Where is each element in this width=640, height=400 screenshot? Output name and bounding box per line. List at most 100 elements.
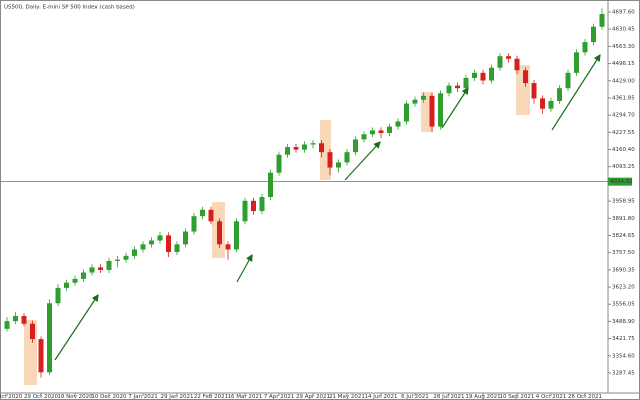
y-tick-label: 3757.50: [612, 250, 635, 256]
candle-body: [98, 267, 103, 270]
highlight-box: [320, 120, 331, 180]
candle-body: [506, 56, 511, 59]
arrow: [551, 53, 601, 131]
x-tick-label: 7 Jan 2021: [128, 394, 157, 400]
candle-body: [234, 221, 239, 250]
candle-body: [174, 244, 180, 253]
candle-body: [523, 70, 528, 84]
candle-body: [395, 121, 401, 127]
y-tick-label: 4563.30: [612, 44, 635, 50]
x-tick-label: 14 Jun 2021: [364, 394, 397, 400]
candle-body: [387, 126, 392, 133]
arrows: [54, 53, 601, 361]
candle-body: [514, 58, 520, 71]
candle-body: [64, 282, 69, 288]
candle-body: [132, 249, 137, 256]
y-tick-label: 3891.80: [612, 216, 635, 222]
x-tick-label: 7 Apr 2021: [264, 394, 295, 400]
candle-body: [123, 255, 129, 260]
candle-body: [310, 143, 316, 145]
candle-body: [540, 98, 545, 109]
arrow: [54, 293, 99, 361]
candle-body: [455, 85, 460, 89]
candle-body: [361, 134, 367, 140]
x-tick-label: 29 Oct 2020: [24, 394, 59, 400]
candle-body: [183, 231, 188, 245]
candle-body: [268, 172, 273, 197]
y-tick-label: 3354.60: [612, 353, 635, 359]
y-tick-label: 3690.35: [612, 267, 635, 273]
y-tick-label: 4361.85: [612, 95, 635, 101]
y-tick-label: 4294.70: [612, 113, 635, 119]
y-tick-label: 4496.15: [612, 61, 635, 67]
candle-body: [115, 259, 120, 261]
x-tick-label: 19 Aug 2021: [465, 394, 500, 400]
candle-body: [217, 221, 222, 245]
y-tick-label: 3287.45: [612, 370, 635, 376]
x-tick-label: 10 Sep 2021: [500, 394, 535, 400]
candle-body: [30, 323, 35, 340]
y-tick-label: 3958.95: [612, 199, 635, 205]
candle-body: [72, 278, 78, 283]
candle-body: [463, 77, 469, 89]
arrow: [344, 141, 381, 181]
y-tick-label: 4160.40: [612, 147, 635, 153]
candle-body: [4, 321, 10, 329]
candle-body: [404, 103, 409, 122]
candle-body: [599, 13, 605, 27]
candle-body: [531, 83, 537, 99]
x-tick-label: 26 Oct 2021: [568, 394, 602, 400]
candle-body: [353, 139, 358, 153]
candle-body: [225, 244, 231, 250]
plot: [4, 8, 605, 378]
x-tick-label: 18 Nov 2020: [57, 394, 93, 400]
candle-body: [55, 287, 61, 304]
candle-body: [412, 99, 418, 104]
candle-body: [497, 56, 503, 68]
candle-body: [38, 339, 44, 373]
candle-body: [327, 152, 333, 168]
level-label: 4034.92: [610, 179, 633, 185]
y-tick-label: 4697.60: [612, 10, 635, 16]
candle-body: [285, 147, 290, 155]
candle-body: [421, 95, 426, 100]
y-tick-label: 4630.45: [612, 27, 635, 33]
candle-body: [81, 272, 86, 279]
y-tick-label: 3623.20: [612, 285, 635, 291]
y-tick-label: 4429.00: [612, 78, 635, 84]
candle-body: [106, 260, 112, 270]
level-tag: [608, 177, 632, 186]
candle-body: [378, 130, 384, 133]
y-tick-label: 3421.75: [612, 336, 635, 342]
candle-body: [591, 26, 596, 43]
candle-body: [319, 143, 324, 153]
candle-body: [166, 235, 171, 253]
candle-body: [89, 267, 95, 273]
candle-body: [242, 200, 248, 222]
candle-body: [302, 144, 307, 150]
candle-body: [438, 93, 443, 127]
candle-body: [472, 72, 477, 78]
candle-body: [259, 196, 265, 212]
candle-body: [47, 303, 52, 373]
candle-body: [480, 72, 486, 81]
candle-body: [446, 85, 452, 94]
arrow: [236, 253, 253, 283]
candle-body: [293, 147, 299, 150]
candle-body: [208, 209, 214, 222]
x-tick-label: 7 Oct 2020: [0, 394, 23, 400]
candle-body: [140, 244, 146, 250]
x-tick-label: 22 Feb 2021: [194, 394, 228, 400]
candle-body: [336, 162, 341, 168]
x-tick-label: 29 Jan 2021: [161, 394, 194, 400]
candle-body: [157, 235, 163, 241]
y-tick-label: 4227.55: [612, 130, 635, 136]
x-tick-label: 28 Jul 2021: [433, 394, 464, 400]
x-tick-label: 21 May 2021: [329, 394, 365, 400]
candle-body: [557, 88, 562, 101]
x-tick-label: 29 Apr 2021: [296, 394, 330, 400]
candle-body: [276, 154, 282, 173]
chart-title: US500, Daily: E-mini SP 500 Index (cash …: [4, 5, 135, 11]
